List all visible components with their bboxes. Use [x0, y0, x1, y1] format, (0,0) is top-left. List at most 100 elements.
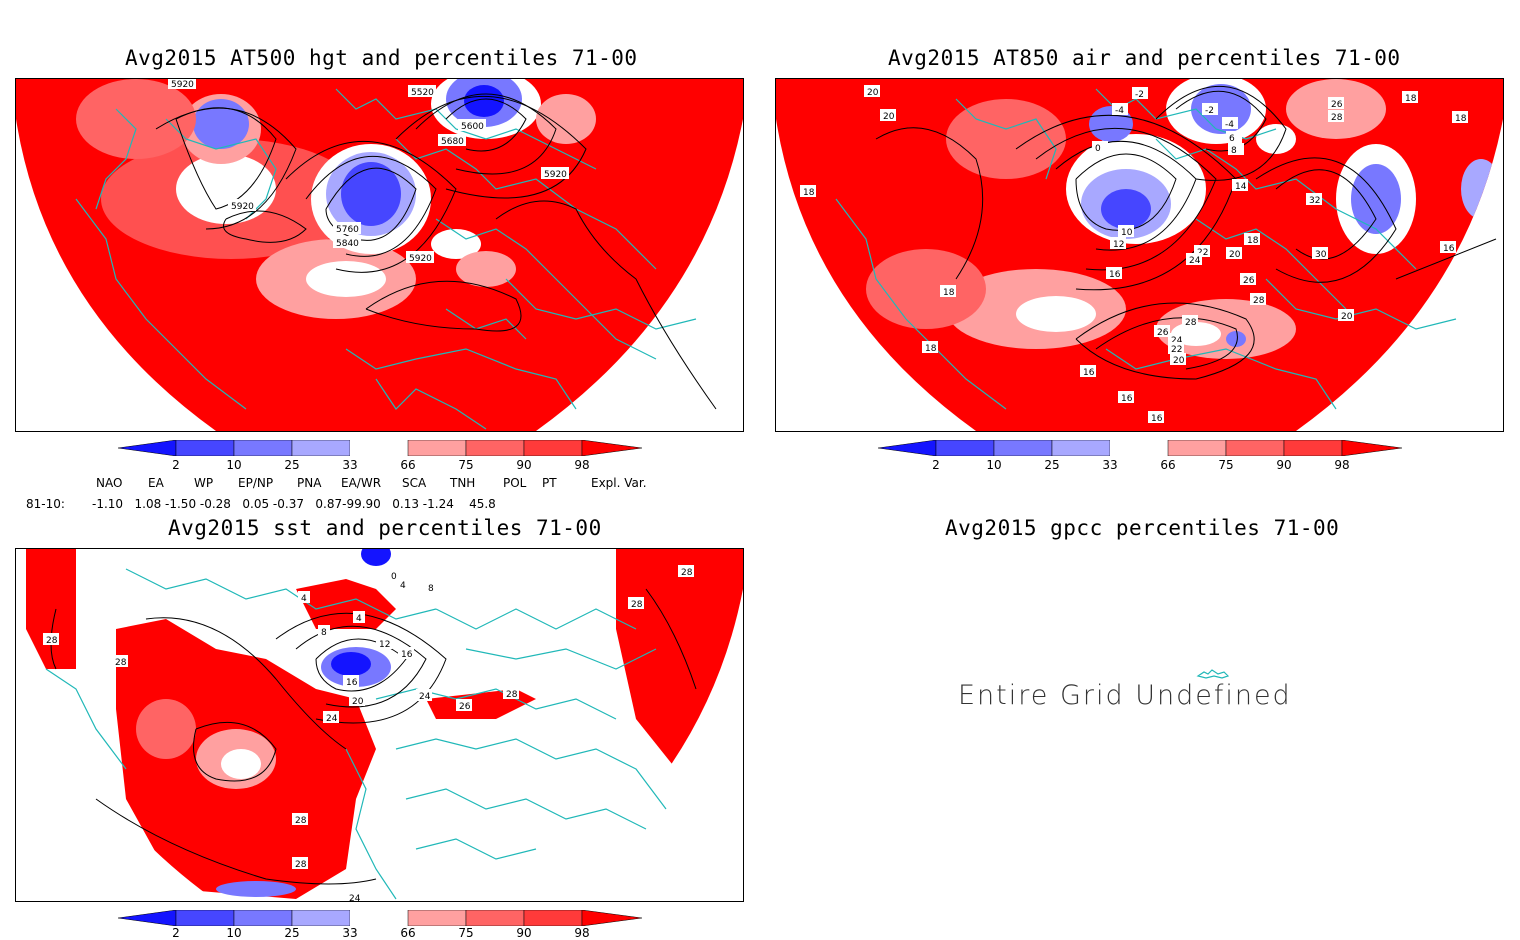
cb3-label-66: 66 [400, 926, 416, 940]
svg-text:28: 28 [1185, 318, 1197, 328]
index-header-pt: PT [542, 476, 557, 490]
cb1-label-25: 25 [284, 458, 300, 472]
index-row-values: -1.10 1.08 -1.50 -0.28 0.05 -0.37 0.87-9… [92, 497, 496, 511]
cb2-label-10: 10 [986, 458, 1002, 472]
svg-text:4: 4 [356, 614, 362, 624]
svg-text:16: 16 [1151, 414, 1163, 424]
svg-text:16: 16 [1109, 270, 1121, 280]
cb2-label-66: 66 [1160, 458, 1176, 472]
svg-text:5920: 5920 [231, 202, 254, 212]
svg-text:5680: 5680 [441, 137, 464, 147]
cb2-label-25: 25 [1044, 458, 1060, 472]
svg-text:4: 4 [301, 594, 307, 604]
index-header-expl-var: Expl. Var. [591, 476, 647, 490]
gpcc-panel-title: Avg2015 gpcc percentiles 71-00 [945, 516, 1340, 540]
cb1-label-90: 90 [516, 458, 532, 472]
svg-text:14: 14 [1235, 182, 1247, 192]
cb1-label-98: 98 [574, 458, 590, 472]
svg-text:0: 0 [1095, 144, 1101, 154]
cb1-label-75: 75 [458, 458, 474, 472]
index-header-pol: POL [503, 476, 527, 490]
svg-text:-4: -4 [1225, 120, 1234, 130]
svg-text:20: 20 [1341, 312, 1353, 322]
svg-text:26: 26 [1243, 276, 1255, 286]
sst-panel-title: Avg2015 sst and percentiles 71-00 [168, 516, 602, 540]
svg-text:16: 16 [1121, 394, 1133, 404]
svg-text:18: 18 [1455, 114, 1467, 124]
svg-text:22: 22 [1171, 345, 1182, 355]
gpcc-outline-fragment [1196, 669, 1230, 679]
cb3-label-33: 33 [342, 926, 358, 940]
svg-text:-2: -2 [1135, 90, 1144, 100]
svg-text:16: 16 [1443, 244, 1455, 254]
index-row-label: 81-10: [26, 497, 65, 511]
sst-map: 28 4 0 4 8 4 28 28 28 8 12 16 16 20 24 2… [15, 548, 744, 902]
svg-text:5760: 5760 [336, 225, 359, 235]
svg-text:5920: 5920 [171, 80, 194, 90]
gpcc-undefined-message: Entire Grid Undefined [958, 680, 1292, 711]
svg-text:28: 28 [1331, 113, 1343, 123]
svg-text:26: 26 [459, 702, 471, 712]
svg-text:4: 4 [400, 581, 406, 591]
svg-text:12: 12 [379, 640, 390, 650]
svg-text:28: 28 [46, 636, 58, 646]
cb2-label-2: 2 [932, 458, 940, 472]
svg-text:18: 18 [803, 188, 815, 198]
svg-text:20: 20 [883, 112, 895, 122]
hgt-map: 5920 5520 5600 5680 5920 5920 5760 5840 … [15, 78, 744, 432]
index-header-epnp: EP/NP [238, 476, 274, 490]
cb1-label-2: 2 [172, 458, 180, 472]
svg-text:20: 20 [867, 88, 879, 98]
svg-text:20: 20 [1173, 356, 1185, 366]
cb3-label-25: 25 [284, 926, 300, 940]
index-header-pna: PNA [297, 476, 322, 490]
cb2-label-90: 90 [1276, 458, 1292, 472]
svg-text:22: 22 [1197, 248, 1208, 258]
hgt-panel-title: Avg2015 AT500 hgt and percentiles 71-00 [125, 46, 638, 70]
index-header-wp: WP [194, 476, 214, 490]
cb1-label-66: 66 [400, 458, 416, 472]
svg-text:28: 28 [506, 690, 518, 700]
svg-text:18: 18 [1405, 94, 1417, 104]
svg-text:8: 8 [428, 584, 434, 594]
svg-text:-2: -2 [1205, 106, 1214, 116]
svg-text:10: 10 [1121, 228, 1133, 238]
air-panel-title: Avg2015 AT850 air and percentiles 71-00 [888, 46, 1401, 70]
sst-colorbar [118, 910, 643, 926]
svg-text:5520: 5520 [411, 88, 434, 98]
svg-text:16: 16 [401, 650, 413, 660]
svg-text:5840: 5840 [336, 239, 359, 249]
cb2-label-98: 98 [1334, 458, 1350, 472]
svg-text:28: 28 [681, 568, 693, 578]
svg-text:6: 6 [1229, 134, 1235, 144]
svg-text:-4: -4 [1115, 106, 1124, 116]
svg-text:5920: 5920 [409, 254, 432, 264]
cb2-label-33: 33 [1102, 458, 1118, 472]
svg-text:30: 30 [1315, 250, 1327, 260]
svg-text:5600: 5600 [461, 122, 484, 132]
svg-text:28: 28 [295, 816, 307, 826]
svg-text:24: 24 [326, 714, 338, 724]
svg-text:32: 32 [1309, 196, 1320, 206]
svg-text:16: 16 [346, 678, 358, 688]
cb3-label-2: 2 [172, 926, 180, 940]
cb2-label-75: 75 [1218, 458, 1234, 472]
index-header-ea: EA [148, 476, 164, 490]
svg-text:8: 8 [1231, 146, 1237, 156]
svg-text:18: 18 [1247, 236, 1259, 246]
index-header-nao: NAO [96, 476, 123, 490]
hgt-colorbar [118, 440, 643, 456]
svg-text:28: 28 [115, 658, 127, 668]
svg-text:24: 24 [1189, 256, 1201, 266]
svg-text:20: 20 [1229, 250, 1241, 260]
svg-text:24: 24 [1171, 336, 1183, 346]
svg-text:28: 28 [295, 860, 307, 870]
svg-text:24: 24 [349, 894, 361, 901]
svg-text:16: 16 [1083, 368, 1095, 378]
index-header-tnh: TNH [450, 476, 476, 490]
svg-text:5920: 5920 [544, 170, 567, 180]
svg-text:24: 24 [419, 692, 431, 702]
cb3-label-98: 98 [574, 926, 590, 940]
cb3-label-10: 10 [226, 926, 242, 940]
air-map: 20 20 -4 -2 -2 -4 26 28 18 18 0 6 8 18 1… [775, 78, 1504, 432]
